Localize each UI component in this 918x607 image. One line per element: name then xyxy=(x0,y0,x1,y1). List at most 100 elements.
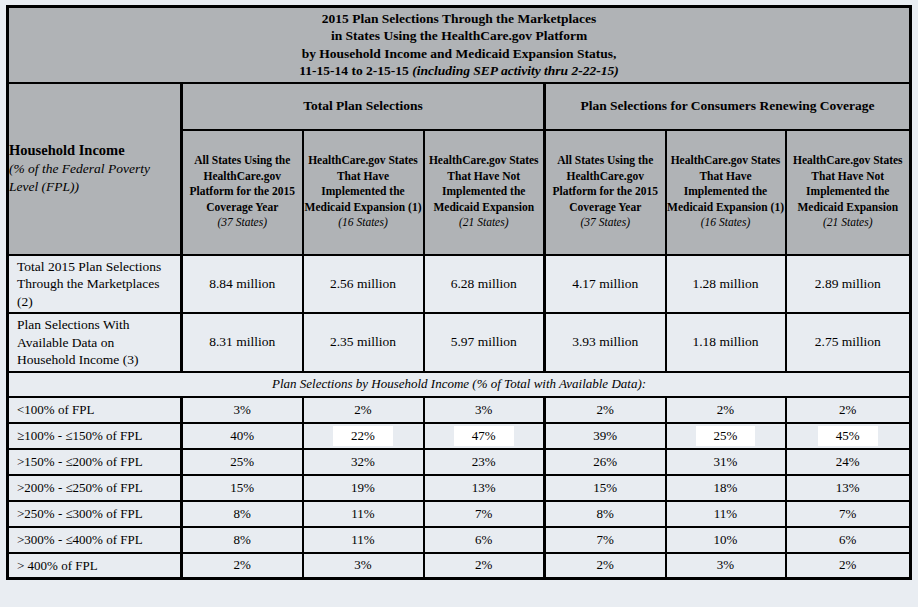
value-cell: 2% xyxy=(545,553,666,579)
value-cell: 24% xyxy=(786,449,911,475)
section-band-row: Plan Selections by Household Income (% o… xyxy=(8,372,911,397)
value-cell: 7% xyxy=(786,501,911,527)
column-header-states-count: (37 States) xyxy=(546,215,665,231)
plan-selections-table: 2015 Plan Selections Through the Marketp… xyxy=(6,5,912,580)
column-header-all-states-renewing: All States Using the HealthCare.gov Plat… xyxy=(545,130,666,255)
value-cell: 2% xyxy=(786,553,911,579)
value-cell: 11% xyxy=(303,501,424,527)
column-header-label: HealthCare.gov States That Have Implemen… xyxy=(304,153,423,215)
value-cell-highlighted: 47% xyxy=(424,423,545,449)
table-row-fpl-over-400: > 400% of FPL 2% 3% 2% 2% 3% 2% xyxy=(8,553,911,579)
group-header-row: Household Income (% of the Federal Pover… xyxy=(8,83,911,130)
value-cell: 6% xyxy=(424,527,545,553)
value-cell: 7% xyxy=(545,527,666,553)
document-page: 2015 Plan Selections Through the Marketp… xyxy=(0,0,918,607)
value-cell: 2% xyxy=(786,397,911,423)
value-cell: 3% xyxy=(666,553,786,579)
value-cell: 3% xyxy=(303,553,424,579)
title-sep-note: (including SEP activity thru 2-22-15) xyxy=(409,63,619,78)
value-cell: 32% xyxy=(303,449,424,475)
value-cell: 3% xyxy=(424,397,545,423)
value-cell: 2.35 million xyxy=(303,313,424,372)
column-header-states-count: (37 States) xyxy=(183,215,302,231)
column-header-not-expanded-total: HealthCare.gov States That Have Not Impl… xyxy=(424,130,545,255)
title-line-3: by Household Income and Medicaid Expansi… xyxy=(9,45,909,63)
value-cell: 26% xyxy=(545,449,666,475)
table-row-total-selections: Total 2015 Plan Selections Through the M… xyxy=(8,255,911,314)
value-cell: 19% xyxy=(303,475,424,501)
title-row: 2015 Plan Selections Through the Marketp… xyxy=(8,7,911,83)
value-cell: 6% xyxy=(786,527,911,553)
value-cell: 2.89 million xyxy=(786,255,911,314)
row-label: >200% - ≤250% of FPL xyxy=(8,475,182,501)
value-cell: 2% xyxy=(666,397,786,423)
table-row-fpl-200-250: >200% - ≤250% of FPL 15% 19% 13% 15% 18%… xyxy=(8,475,911,501)
column-header-label: All States Using the HealthCare.gov Plat… xyxy=(183,153,302,215)
value-cell: 4.17 million xyxy=(545,255,666,314)
value-cell: 2% xyxy=(424,553,545,579)
table-row-available-data: Plan Selections With Available Data on H… xyxy=(8,313,911,372)
title-line-4: 11-15-14 to 2-15-15 (including SEP activ… xyxy=(9,62,909,80)
column-header-states-count: (16 States) xyxy=(667,215,785,231)
value-cell: 7% xyxy=(424,501,545,527)
section-band-label: Plan Selections by Household Income (% o… xyxy=(8,372,911,397)
value-cell: 2% xyxy=(303,397,424,423)
value-cell: 2.75 million xyxy=(786,313,911,372)
value-cell: 8.31 million xyxy=(182,313,303,372)
column-header-label: All States Using the HealthCare.gov Plat… xyxy=(546,153,665,215)
column-header-label: HealthCare.gov States That Have Implemen… xyxy=(667,153,785,215)
row-label: Total 2015 Plan Selections Through the M… xyxy=(8,255,182,314)
highlighted-value: 47% xyxy=(454,426,514,446)
value-cell: 18% xyxy=(666,475,786,501)
column-header-label: HealthCare.gov States That Have Not Impl… xyxy=(787,153,910,215)
table-row-fpl-under-100: <100% of FPL 3% 2% 3% 2% 2% 2% xyxy=(8,397,911,423)
value-cell: 31% xyxy=(666,449,786,475)
highlighted-value: 22% xyxy=(333,426,393,446)
title-line-2: in States Using the HealthCare.gov Platf… xyxy=(9,27,909,45)
column-header-states-count: (21 States) xyxy=(425,215,544,231)
column-header-all-states-total: All States Using the HealthCare.gov Plat… xyxy=(182,130,303,255)
value-cell: 8% xyxy=(182,527,303,553)
title-line-1: 2015 Plan Selections Through the Marketp… xyxy=(9,10,909,28)
row-label: >300% - ≤400% of FPL xyxy=(8,527,182,553)
value-cell: 1.28 million xyxy=(666,255,786,314)
column-header-states-count: (21 States) xyxy=(787,215,910,231)
value-cell-highlighted: 45% xyxy=(786,423,911,449)
highlighted-value: 25% xyxy=(696,426,756,446)
group-header-total: Total Plan Selections xyxy=(182,83,545,130)
column-header-expanded-total: HealthCare.gov States That Have Implemen… xyxy=(303,130,424,255)
value-cell: 2% xyxy=(182,553,303,579)
value-cell: 10% xyxy=(666,527,786,553)
value-cell: 2% xyxy=(545,397,666,423)
value-cell: 1.18 million xyxy=(666,313,786,372)
value-cell: 8% xyxy=(182,501,303,527)
column-header-not-expanded-renewing: HealthCare.gov States That Have Not Impl… xyxy=(786,130,911,255)
value-cell: 15% xyxy=(545,475,666,501)
group-header-renewing: Plan Selections for Consumers Renewing C… xyxy=(545,83,911,130)
value-cell: 25% xyxy=(182,449,303,475)
value-cell: 39% xyxy=(545,423,666,449)
value-cell: 8% xyxy=(545,501,666,527)
value-cell: 11% xyxy=(303,527,424,553)
household-income-subtitle: (% of the Federal Poverty Level (FPL)) xyxy=(9,160,180,196)
value-cell: 3.93 million xyxy=(545,313,666,372)
value-cell: 5.97 million xyxy=(424,313,545,372)
value-cell: 13% xyxy=(786,475,911,501)
row-label: <100% of FPL xyxy=(8,397,182,423)
value-cell: 3% xyxy=(182,397,303,423)
row-label: ≥100% - ≤150% of FPL xyxy=(8,423,182,449)
value-cell-highlighted: 22% xyxy=(303,423,424,449)
value-cell-highlighted: 25% xyxy=(666,423,786,449)
column-header-expanded-renewing: HealthCare.gov States That Have Implemen… xyxy=(666,130,786,255)
title-date-range: 11-15-14 to 2-15-15 xyxy=(299,63,408,78)
row-label: >250% - ≤300% of FPL xyxy=(8,501,182,527)
column-header-label: HealthCare.gov States That Have Not Impl… xyxy=(425,153,544,215)
column-header-states-count: (16 States) xyxy=(304,215,423,231)
value-cell: 11% xyxy=(666,501,786,527)
row-label: >150% - ≤200% of FPL xyxy=(8,449,182,475)
value-cell: 2.56 million xyxy=(303,255,424,314)
household-income-title: Household Income xyxy=(9,141,180,160)
table-row-fpl-300-400: >300% - ≤400% of FPL 8% 11% 6% 7% 10% 6% xyxy=(8,527,911,553)
value-cell: 40% xyxy=(182,423,303,449)
table-title: 2015 Plan Selections Through the Marketp… xyxy=(8,7,911,83)
